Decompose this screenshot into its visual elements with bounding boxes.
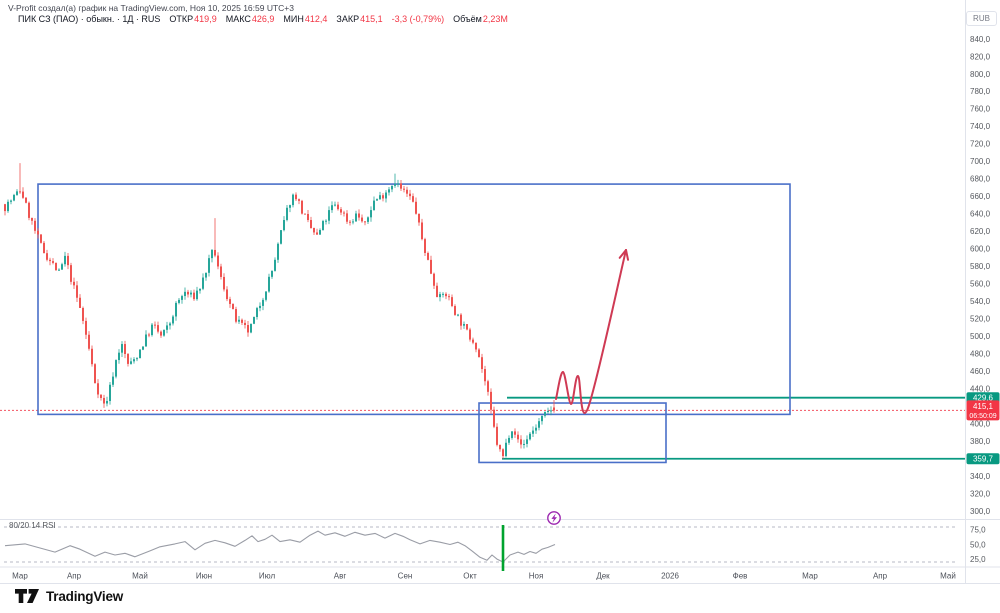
- low-label: МИН: [283, 14, 304, 24]
- price-tick-label: 580,0: [970, 262, 991, 271]
- price-tick-label: 440,0: [970, 384, 991, 393]
- change-value: -3,3 (-0,79%): [391, 14, 445, 24]
- high-field: МАКС426,9: [226, 14, 275, 24]
- lightning-icon: [551, 513, 557, 523]
- price-tick-label: 720,0: [970, 140, 991, 149]
- price-tick-label: 460,0: [970, 367, 991, 376]
- volume-value: 2,23М: [482, 14, 508, 24]
- close-value: 415,1: [360, 14, 383, 24]
- currency-selector[interactable]: RUB: [966, 11, 997, 26]
- close-field: ЗАКР415,1: [336, 14, 382, 24]
- price-tick-label: 740,0: [970, 122, 991, 131]
- trend-arrow-drawing[interactable]: [555, 249, 627, 414]
- current-price-badge-label: 415,1: [973, 402, 994, 411]
- price-tick-label: 700,0: [970, 157, 991, 166]
- attribution-line: V-Profit создал(а) график на TradingView…: [8, 3, 294, 13]
- rsi-tick-label: 75,0: [970, 526, 986, 535]
- price-badge-label: 429,6: [973, 393, 994, 402]
- close-label: ЗАКР: [336, 14, 360, 24]
- date-axis-label: Апр: [873, 572, 888, 581]
- price-tick-label: 480,0: [970, 349, 991, 358]
- tradingview-logo-icon: [15, 589, 39, 603]
- date-axis-label: Май: [940, 572, 956, 581]
- open-label: ОТКР: [169, 14, 194, 24]
- tradingview-logo[interactable]: TradingView: [14, 588, 123, 604]
- price-tick-label: 620,0: [970, 227, 991, 236]
- price-tick-label: 540,0: [970, 297, 991, 306]
- date-axis-label: Мар: [12, 572, 28, 581]
- rsi-indicator-label: 80/20 14 RSI: [9, 521, 56, 530]
- price-tick-label: 780,0: [970, 87, 991, 96]
- date-axis-label: 2026: [661, 572, 679, 581]
- current-price-countdown: 06:50:09: [969, 413, 996, 420]
- date-axis-label: Сен: [398, 572, 413, 581]
- symbol-info-row: ПИК СЗ (ПАО) · обыкн. · 1Д · RUS ОТКР419,…: [18, 14, 517, 24]
- price-tick-label: 500,0: [970, 332, 991, 341]
- price-tick-label: 760,0: [970, 105, 991, 114]
- date-axis-label: Апр: [67, 572, 82, 581]
- date-axis-label: Июн: [196, 572, 212, 581]
- date-axis-label: Фев: [733, 572, 748, 581]
- date-axis-label: Ноя: [529, 572, 544, 581]
- volume-field: Объём2,23М: [453, 14, 508, 24]
- price-tick-label: 840,0: [970, 35, 991, 44]
- open-field: ОТКР419,9: [169, 14, 216, 24]
- date-axis-label: Июл: [259, 572, 276, 581]
- candles-layer: [4, 163, 555, 459]
- current-price-badge: [966, 400, 1000, 421]
- date-axis-label: Дек: [596, 572, 610, 581]
- volume-label: Объём: [453, 14, 482, 24]
- trend-arrow-head: [618, 249, 627, 259]
- high-label: МАКС: [225, 14, 251, 24]
- trend-arrow-head: [625, 249, 630, 261]
- low-field: МИН412,4: [283, 14, 327, 24]
- rectangle-drawing-large-range-box[interactable]: [37, 183, 791, 416]
- price-tick-label: 380,0: [970, 437, 991, 446]
- date-axis-label: Окт: [463, 572, 477, 581]
- price-tick-label: 320,0: [970, 489, 991, 498]
- price-badge-label: 359,7: [973, 455, 994, 464]
- price-tick-label: 520,0: [970, 314, 991, 323]
- price-tick-label: 820,0: [970, 52, 991, 61]
- price-tick-label: 660,0: [970, 192, 991, 201]
- price-tick-label: 340,0: [970, 472, 991, 481]
- rectangle-drawing-accumulation-box[interactable]: [478, 402, 667, 464]
- price-tick-label: 300,0: [970, 507, 991, 516]
- low-value: 412,4: [304, 14, 328, 24]
- tradingview-wordmark: TradingView: [46, 588, 124, 604]
- date-axis-label: Авг: [334, 572, 347, 581]
- open-value: 419,9: [194, 14, 217, 24]
- price-tick-label: 600,0: [970, 245, 991, 254]
- date-axis-label: Май: [132, 572, 148, 581]
- price-tick-label: 560,0: [970, 280, 991, 289]
- price-tick-label: 800,0: [970, 70, 991, 79]
- high-value: 426,9: [251, 14, 275, 24]
- price-tick-label: 680,0: [970, 175, 991, 184]
- symbol-title: ПИК СЗ (ПАО) · обыкн. · 1Д · RUS: [18, 14, 161, 24]
- price-tick-label: 640,0: [970, 210, 991, 219]
- rsi-tick-label: 50,0: [970, 540, 986, 549]
- rsi-tick-label: 25,0: [970, 555, 986, 564]
- date-axis-label: Мар: [802, 572, 818, 581]
- rsi-line: [4, 530, 556, 563]
- price-tick-label: 400,0: [970, 419, 991, 428]
- price-badge-support: [966, 453, 1000, 465]
